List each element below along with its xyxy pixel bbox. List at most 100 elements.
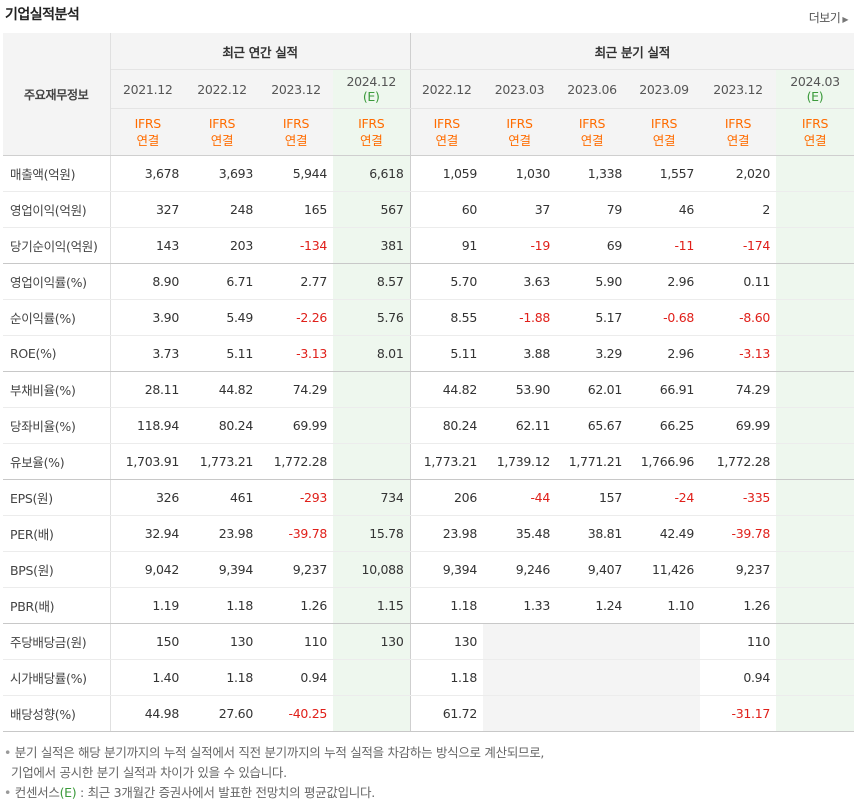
table-cell: -293 (259, 479, 333, 516)
table-cell: 1.40 (110, 659, 185, 696)
table-cell: 80.24 (185, 407, 259, 444)
table-cell: 9,394 (185, 551, 259, 588)
table-cell: 5.90 (556, 263, 628, 300)
section-header: 기업실적분석 더보기 ▶ (0, 0, 854, 33)
row-label: 당기순이익(억원) (3, 227, 111, 264)
table-cell (776, 155, 854, 192)
table-cell: 3.88 (483, 335, 556, 372)
ifrs-label: IFRS (208, 116, 236, 131)
table-cell (776, 587, 854, 624)
table-cell: 326 (110, 479, 185, 516)
table-cell: 3.73 (110, 335, 185, 372)
column-date-4: 2022.12 (409, 69, 483, 109)
column-date-label: 2023.12 (271, 81, 321, 97)
column-date-label: 2024.03 (790, 74, 840, 89)
table-cell (483, 623, 556, 660)
table-row: ROE(%) 3.73 5.11 -3.13 8.01 5.11 3.88 3.29 2.96-… (3, 335, 854, 372)
column-date-9: 2024.03 (E) (776, 69, 854, 109)
table-cell: 1.10 (628, 587, 700, 624)
column-date-label: 2024.12 (346, 74, 397, 89)
ifrs-label: IFRS (282, 116, 310, 131)
column-basis-8: IFRS 연결 (700, 108, 776, 156)
note-line-2: 기업에서 공시한 분기 실적과 차이가 있을 수 있습니다. (11, 765, 287, 780)
table-cell: 3,678 (110, 155, 185, 192)
table-row: 매출액(억원) 3,678 3,693 5,944 6,618 1,059 1,030 1,3… (3, 155, 854, 192)
table-cell: 3.29 (556, 335, 628, 372)
table-cell: 1.33 (483, 587, 556, 624)
table-cell: 130 (333, 623, 410, 660)
column-date-label: 2021.12 (122, 81, 173, 97)
column-date-5: 2023.03 (483, 69, 556, 109)
table-cell: 66.25 (628, 407, 700, 444)
column-date-2: 2023.12 (259, 69, 333, 109)
row-label: ROE(%) (3, 335, 111, 372)
column-date-label: 2023.09 (639, 81, 689, 97)
table-cell: 74.29 (700, 371, 776, 408)
row-label: 순이익률(%) (3, 299, 111, 336)
table-cell (776, 299, 854, 336)
table-cell: -11 (628, 227, 700, 264)
table-cell: 1,772.28 (259, 443, 333, 480)
table-cell: 2.96 (628, 263, 700, 300)
table-cell: 1,338 (556, 155, 628, 192)
column-date-0: 2021.12 (110, 69, 185, 109)
table-cell: 69.99 (259, 407, 333, 444)
table-cell (483, 659, 556, 696)
column-date-label: 2023.12 (713, 81, 763, 97)
chevron-right-icon: ▶ (842, 15, 848, 24)
table-cell: 9,042 (110, 551, 185, 588)
column-date-label: 2023.03 (494, 81, 545, 97)
table-cell: 91 (409, 227, 483, 264)
table-cell: 6,618 (333, 155, 410, 192)
column-date-3: 2024.12 (E) (333, 69, 410, 109)
table-cell: 5.49 (185, 299, 259, 336)
table-cell (333, 659, 410, 696)
table-cell: 10,088 (333, 551, 410, 588)
table-cell: 143 (110, 227, 185, 264)
table-cell (556, 695, 628, 732)
column-basis-3: IFRS 연결 (333, 108, 410, 156)
table-cell: 8.55 (409, 299, 483, 336)
row-label: 시가배당률(%) (3, 659, 111, 696)
table-cell: 1,739.12 (483, 443, 556, 480)
table-cell: 60 (409, 191, 483, 228)
table-cell: -2.26 (259, 299, 333, 336)
table-cell: 44.82 (185, 371, 259, 408)
consolidated-label: 연결 (652, 133, 676, 148)
column-basis-9: IFRS 연결 (776, 108, 854, 156)
corner-header: 주요재무정보 (3, 33, 111, 156)
table-cell: 2,020 (700, 155, 776, 192)
table-cell: 1,030 (483, 155, 556, 192)
table-cell: -3.13 (700, 335, 776, 372)
footnotes: • 분기 실적은 해당 분기까지의 누적 실적에서 직전 분기까지의 누적 실적… (4, 743, 544, 803)
table-cell: -1.88 (483, 299, 556, 336)
row-label: EPS(원) (3, 479, 111, 516)
table-cell: 3.90 (110, 299, 185, 336)
table-cell: 248 (185, 191, 259, 228)
table-cell: -24 (628, 479, 700, 516)
ifrs-label: IFRS (724, 116, 752, 131)
ifrs-label: IFRS (506, 116, 533, 131)
column-basis-4: IFRS 연결 (409, 108, 483, 156)
table-cell (556, 623, 628, 660)
table-cell (628, 695, 700, 732)
more-link[interactable]: 더보기 ▶ (809, 9, 849, 26)
table-cell: 1,773.21 (185, 443, 259, 480)
row-label: PBR(배) (3, 587, 111, 624)
table-cell: 1.19 (110, 587, 185, 624)
table-cell: 8.90 (110, 263, 185, 300)
table-cell (776, 551, 854, 588)
table-cell: 327 (110, 191, 185, 228)
table-cell: 79 (556, 191, 628, 228)
table-row: PER(배) 32.94 23.98 -39.78 15.78 23.98 35.48 38.… (3, 515, 854, 552)
table-cell (776, 479, 854, 516)
row-label: 부채비율(%) (3, 371, 111, 408)
table-cell: -3.13 (259, 335, 333, 372)
table-cell: 9,237 (259, 551, 333, 588)
table-cell: 42.49 (628, 515, 700, 552)
table-cell: 1,703.91 (110, 443, 185, 480)
table-cell: 8.01 (333, 335, 410, 372)
table-cell: 28.11 (110, 371, 185, 408)
ifrs-label: IFRS (801, 116, 829, 131)
table-cell (333, 695, 410, 732)
